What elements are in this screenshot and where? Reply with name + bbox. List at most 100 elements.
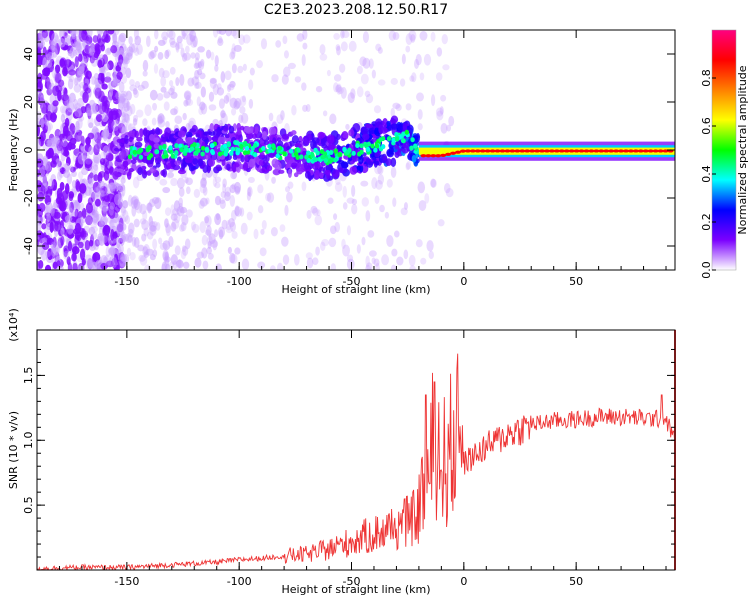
noise-blob	[208, 104, 217, 111]
noise-blob	[64, 34, 72, 46]
noise-blob	[77, 132, 83, 141]
carrier-peak	[623, 149, 630, 153]
noise-blob	[73, 83, 82, 93]
signal-core	[320, 154, 325, 160]
noise-blob	[66, 228, 75, 239]
noise-blob	[316, 209, 321, 217]
noise-blob	[94, 139, 102, 150]
noise-blob	[124, 113, 131, 124]
signal-core	[400, 138, 406, 144]
signal-blob	[149, 167, 157, 174]
signal-core	[347, 147, 352, 153]
noise-blob	[115, 222, 124, 234]
noise-blob	[182, 261, 190, 269]
noise-blob	[73, 209, 78, 218]
carrier-peak	[593, 149, 600, 153]
noise-blob	[196, 96, 201, 107]
signal-core	[242, 150, 248, 156]
noise-blob	[157, 39, 166, 46]
signal-blob	[287, 168, 292, 179]
carrier-peak	[608, 149, 615, 153]
noise-blob	[139, 218, 147, 225]
noise-blob	[72, 41, 80, 49]
noise-blob	[217, 36, 223, 44]
signal-core	[174, 143, 179, 149]
noise-blob	[57, 164, 62, 172]
noise-blob	[80, 106, 87, 114]
noise-blob	[110, 45, 118, 54]
noise-blob	[126, 122, 132, 131]
noise-blob	[430, 31, 436, 42]
noise-blob	[93, 174, 99, 182]
noise-blob	[90, 226, 99, 233]
noise-blob	[346, 254, 354, 263]
noise-blob	[77, 241, 84, 249]
signal-blob	[262, 160, 268, 165]
noise-blob	[270, 227, 278, 237]
noise-blob	[105, 48, 112, 56]
signal-blob	[352, 154, 357, 163]
noise-blob	[415, 53, 422, 66]
noise-blob	[280, 110, 285, 121]
carrier-peak	[474, 149, 481, 153]
noise-blob	[230, 253, 238, 264]
noise-blob	[403, 249, 409, 260]
noise-blob	[118, 183, 126, 192]
noise-blob	[174, 115, 183, 125]
colorbar-tick-label: 0.0	[700, 261, 713, 279]
noise-blob	[138, 254, 146, 262]
noise-blob	[169, 85, 176, 93]
noise-blob	[45, 30, 51, 36]
signal-blob	[293, 172, 299, 178]
noise-blob	[163, 101, 170, 111]
noise-blob	[205, 197, 210, 205]
noise-blob	[131, 205, 137, 217]
noise-blob	[158, 67, 165, 78]
noise-blob	[120, 205, 127, 216]
noise-blob	[159, 178, 168, 186]
noise-blob	[52, 136, 61, 144]
carrier-peak	[657, 149, 664, 153]
signal-core	[217, 151, 223, 157]
signal-blob	[124, 134, 129, 145]
noise-blob	[217, 226, 225, 238]
noise-blob	[77, 192, 83, 204]
noise-blob	[329, 225, 337, 235]
noise-blob	[71, 170, 77, 178]
noise-blob	[393, 230, 400, 238]
noise-blob	[395, 104, 402, 112]
noise-blob	[228, 217, 235, 228]
noise-blob	[206, 246, 213, 255]
noise-blob	[441, 33, 448, 45]
noise-blob	[198, 200, 205, 209]
noise-blob	[93, 152, 102, 164]
signal-core	[223, 151, 228, 157]
signal-blob	[372, 156, 377, 164]
noise-blob	[41, 30, 48, 39]
noise-blob	[180, 249, 187, 260]
carrier-peak	[627, 149, 634, 153]
noise-blob	[152, 221, 158, 228]
noise-blob	[368, 58, 374, 69]
noise-blob	[196, 251, 205, 259]
signal-core	[267, 148, 273, 154]
noise-blob	[411, 72, 417, 83]
carrier-peak	[534, 149, 541, 153]
signal-blob	[390, 115, 399, 124]
noise-blob	[74, 222, 82, 234]
noise-blob	[256, 59, 264, 69]
carrier-peak	[613, 149, 620, 153]
noise-blob	[247, 176, 255, 183]
noise-blob	[93, 210, 99, 218]
noise-blob	[64, 34, 73, 46]
signal-core	[271, 143, 276, 149]
noise-blob	[337, 86, 344, 95]
signal-blob	[122, 160, 129, 168]
noise-blob	[314, 214, 323, 226]
noise-blob	[209, 78, 217, 89]
noise-blob	[84, 44, 90, 54]
noise-blob	[79, 42, 86, 50]
signal-core	[162, 143, 167, 149]
noise-blob	[158, 237, 163, 245]
noise-blob	[108, 80, 114, 91]
